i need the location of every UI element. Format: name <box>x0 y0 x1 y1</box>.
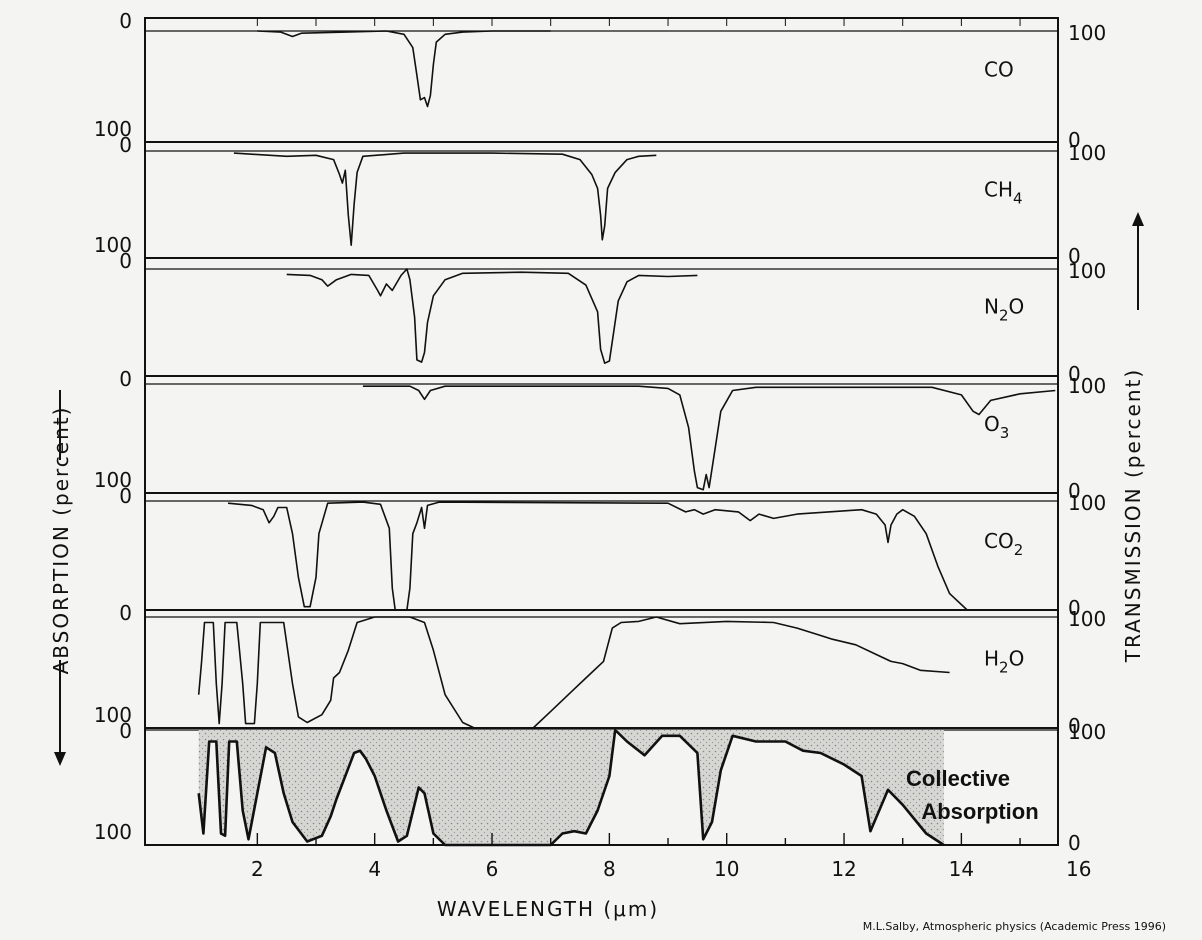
left-tick-0: 0 <box>119 367 132 391</box>
panel-frame <box>144 375 1059 494</box>
right-tick-100: 100 <box>1068 374 1106 398</box>
right-tick-100: 100 <box>1068 720 1106 744</box>
right-axis-title: TRANSMISSION (percent) <box>1121 368 1145 663</box>
panel-frame <box>144 17 1059 143</box>
series-line-h2o <box>197 616 950 729</box>
right-axis-title-group: TRANSMISSION (percent) <box>1121 212 1145 663</box>
right-tick-100: 100 <box>1068 21 1106 45</box>
panel-label-ch4: CH4 <box>984 178 1023 208</box>
panel-label-line1: Collective <box>906 766 1010 791</box>
panel-ch4: 0 100 100 0 CH4 <box>94 133 1106 268</box>
panel-frame <box>144 257 1059 377</box>
left-tick-0: 0 <box>119 9 132 33</box>
left-tick-100: 100 <box>94 233 132 257</box>
x-tick-label-2: 2 <box>251 857 264 881</box>
left-tick-0: 0 <box>119 249 132 273</box>
panel-label-h2o: H2O <box>984 646 1024 676</box>
source-credit: M.L.Salby, Atmospheric physics (Academic… <box>863 920 1166 933</box>
panel-label-n2o: N2O <box>984 294 1024 324</box>
panel-label-o3: O3 <box>984 412 1009 442</box>
panel-frame <box>144 141 1059 259</box>
panel-label-co2: CO2 <box>984 529 1023 559</box>
series-line-o3 <box>362 385 1056 491</box>
series-line-n2o <box>286 268 698 364</box>
series-line-ch4 <box>233 152 657 246</box>
right-tick-0: 0 <box>1068 831 1081 855</box>
panel-co: 0 100 100 0 CO <box>94 9 1106 152</box>
left-axis-title-group: ABSORPTION (percent) <box>49 390 73 766</box>
left-tick-0: 0 <box>119 601 132 625</box>
right-tick-0: 0 <box>1068 479 1081 503</box>
panel-label-line2: Absorption <box>921 799 1038 824</box>
left-tick-100: 100 <box>94 820 132 844</box>
left-tick-0: 0 <box>119 133 132 157</box>
panel-n2o: 0 100 0 N2O <box>119 249 1106 386</box>
right-tick-100: 100 <box>1068 141 1106 165</box>
panel-co2: 0 100 0 CO2 <box>119 484 1106 620</box>
right-tick-100: 100 <box>1068 607 1106 631</box>
right-tick-0: 0 <box>1068 596 1081 620</box>
x-tick-label-6: 6 <box>486 857 499 881</box>
series-line-collective <box>197 728 945 847</box>
x-tick-label-14: 14 <box>949 857 974 881</box>
down-arrow-icon <box>54 752 66 766</box>
left-tick-100: 100 <box>94 468 132 492</box>
x-tick-label-4: 4 <box>368 857 381 881</box>
up-arrow-icon <box>1132 212 1144 226</box>
panel-frame <box>144 609 1059 729</box>
panel-frame <box>144 727 1059 846</box>
right-tick-0: 0 <box>1068 714 1081 738</box>
left-tick-100: 100 <box>94 117 132 141</box>
panel-label-co: CO <box>984 57 1014 81</box>
right-tick-0: 0 <box>1068 128 1081 152</box>
right-tick-0: 0 <box>1068 244 1081 268</box>
x-axis: 2 4 6 8 10 12 14 16 <box>251 833 1091 881</box>
panel-frame <box>144 492 1059 611</box>
x-axis-title: WAVELENGTH (μm) <box>437 897 659 921</box>
x-tick-label-10: 10 <box>714 857 739 881</box>
right-tick-0: 0 <box>1068 362 1081 386</box>
left-tick-100: 100 <box>94 703 132 727</box>
series-line-co <box>257 30 551 108</box>
x-tick-label-8: 8 <box>603 857 616 881</box>
panel-h2o: 0 100 100 0 H2O <box>94 601 1106 738</box>
right-tick-100: 100 <box>1068 259 1106 283</box>
x-tick-label-16: 16 <box>1066 857 1091 881</box>
series-line-co2 <box>227 501 968 611</box>
collective-absorption-area <box>198 730 944 845</box>
left-tick-0: 0 <box>119 719 132 743</box>
left-tick-0: 0 <box>119 484 132 508</box>
panel-collective: 0 100 100 0 Collective Absorption <box>94 719 1106 855</box>
right-tick-100: 100 <box>1068 491 1106 515</box>
panel-o3: 0 100 100 0 O3 <box>94 367 1106 503</box>
x-tick-label-12: 12 <box>831 857 856 881</box>
